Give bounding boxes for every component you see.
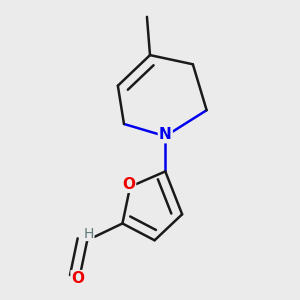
Text: O: O bbox=[122, 177, 135, 192]
Text: N: N bbox=[159, 127, 172, 142]
Text: H: H bbox=[84, 226, 94, 241]
Text: O: O bbox=[72, 271, 85, 286]
